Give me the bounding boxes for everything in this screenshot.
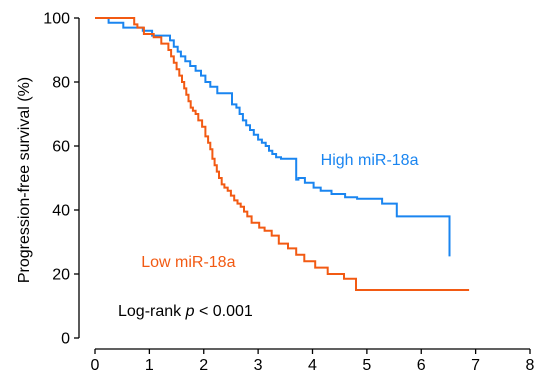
x-tick-label: 1 [145,357,154,374]
x-tick-label: 4 [308,357,317,374]
y-tick-label: 100 [43,11,70,28]
log-rank-p: p [185,303,195,320]
x-tick-label: 7 [471,357,480,374]
series-label-low-mir18a: Low miR-18a [141,254,235,271]
x-tick-label: 8 [526,357,535,374]
log-rank-suffix: < 0.001 [195,303,253,320]
x-tick-label: 3 [254,357,263,374]
axes: 0 20 40 60 80 100 0 1 2 3 4 5 6 7 8 [43,11,534,375]
x-tick-label: 0 [91,357,100,374]
x-tick-label: 2 [199,357,208,374]
y-tick-label: 60 [52,139,70,156]
x-tick-label: 5 [362,357,371,374]
y-tick-label: 40 [52,203,70,220]
y-tick-label: 0 [61,331,70,348]
log-rank-prefix: Log-rank [118,303,186,320]
series-line-low-mir18a [95,17,470,291]
log-rank-annotation: Log-rank p < 0.001 [118,303,253,320]
series-line-high-mir18a [95,17,451,257]
y-tick-label: 80 [52,75,70,92]
x-tick-label: 6 [417,357,426,374]
y-axis-title: Progression-free survival (%) [16,77,33,283]
series-group [95,17,470,291]
series-label-high-mir18a: High miR-18a [321,152,419,169]
y-tick-label: 20 [52,267,70,284]
